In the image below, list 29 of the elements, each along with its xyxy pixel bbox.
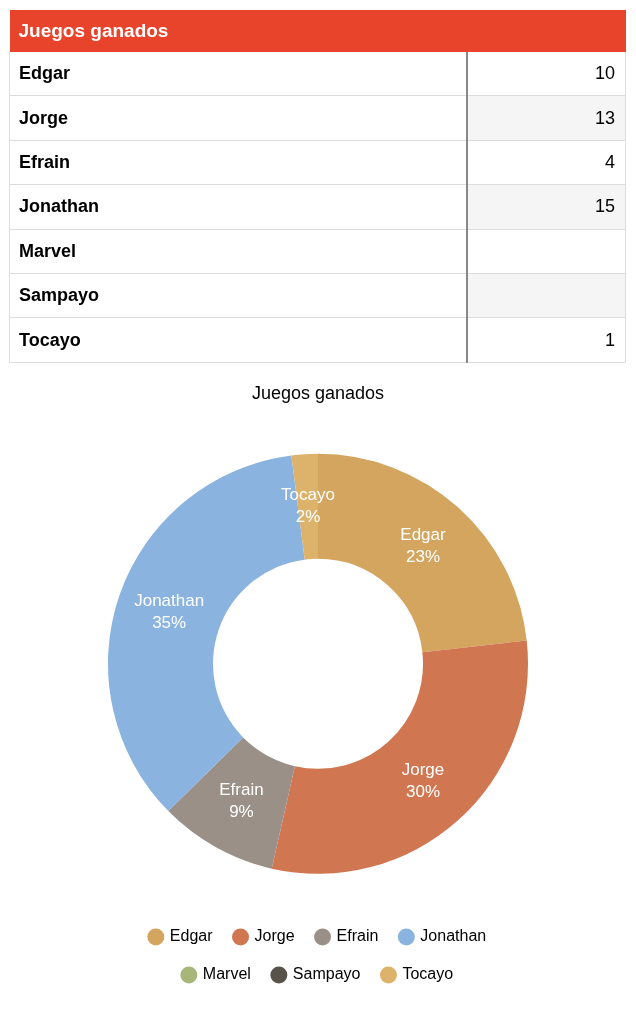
data-label: 9% (229, 801, 254, 821)
category-label: Sampayo (9, 273, 467, 318)
chart-title: Juegos ganados (251, 382, 385, 403)
data-label: 15 (467, 184, 626, 230)
legend-label: Efrain (336, 927, 379, 945)
category-label: Jorge (9, 95, 467, 141)
legend-label: Jonathan (420, 927, 487, 945)
slice-label: Jorge (401, 759, 445, 779)
category-label: Jonathan (9, 184, 467, 230)
legend-label: Sampayo (292, 965, 361, 983)
text: Juegos ganados (9, 10, 626, 52)
slice-label: Jonathan (134, 590, 205, 610)
legend-label: Marvel (202, 965, 251, 983)
data-label: 35% (152, 612, 187, 632)
category-label: Marvel (9, 229, 467, 274)
data-label: 10 (467, 52, 626, 96)
legend-label: Jorge (254, 927, 295, 945)
data-label: 30% (406, 781, 441, 801)
category-label: Efrain (9, 140, 467, 185)
legend-label: Edgar (169, 927, 214, 945)
data-label: 13 (467, 95, 626, 141)
data-label: 23% (406, 546, 441, 566)
category-label: Tocayo (9, 317, 467, 363)
data-label: 1 (467, 317, 626, 363)
slice-label: Edgar (400, 524, 447, 544)
data-label: 4 (467, 140, 626, 185)
legend-label: Tocayo (402, 965, 454, 983)
slice-label: Efrain (219, 779, 264, 799)
category-label: Edgar (9, 52, 467, 96)
